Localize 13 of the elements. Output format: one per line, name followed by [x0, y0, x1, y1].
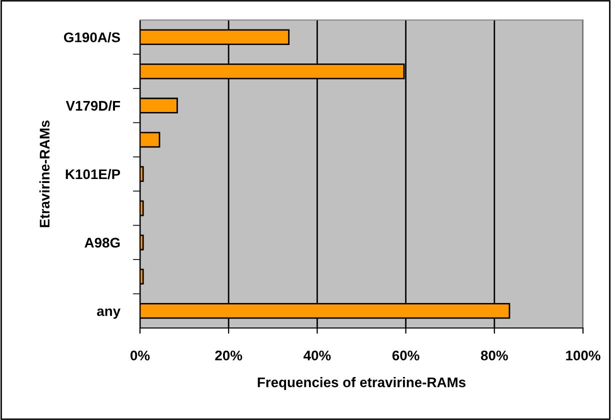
- x-tick-label: 100%: [566, 350, 600, 360]
- x-tick-label: 20%: [215, 350, 242, 360]
- y-tick-label: any: [97, 308, 120, 319]
- y-tick-label: V179D/F: [66, 100, 120, 111]
- x-tick-label: 40%: [304, 350, 331, 360]
- x-tick-label: 80%: [480, 350, 508, 360]
- y-tick-label: G190A/S: [64, 32, 120, 42]
- y-axis-title: Etravirine-RAMs: [39, 120, 50, 228]
- x-tick-label: 60%: [392, 350, 420, 360]
- y-tick-label: K101E/P: [66, 168, 120, 180]
- y-tick-label: A98G: [84, 238, 120, 248]
- x-tick-label: 0%: [130, 350, 150, 360]
- x-axis-title: Frequencies of etravirine-RAMs: [258, 377, 466, 390]
